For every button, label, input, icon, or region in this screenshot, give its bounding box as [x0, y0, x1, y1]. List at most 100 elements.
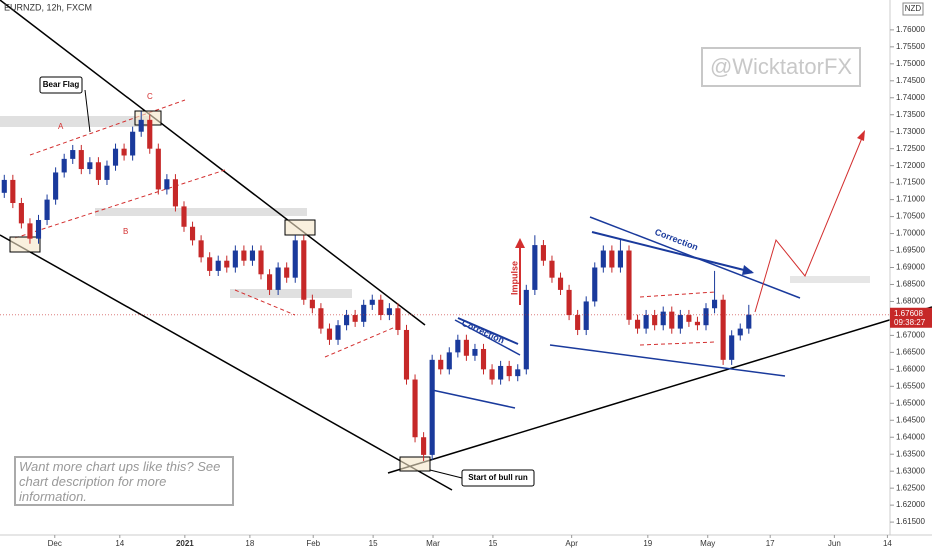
candle-body: [583, 301, 589, 330]
projection: [754, 137, 863, 313]
candle-body: [369, 299, 375, 305]
chart-title: EURNZD, 12h, FXCM: [4, 2, 92, 12]
y-tick-label: 1.73000: [896, 127, 925, 136]
candle-body: [515, 369, 521, 377]
candle-body: [335, 325, 341, 340]
channel: [639, 291, 716, 298]
candle-body: [489, 369, 495, 380]
x-tick-label: Apr: [565, 539, 578, 548]
box: [399, 456, 431, 472]
callout: [429, 469, 463, 479]
candle-body: [44, 199, 50, 220]
x-tick-label: 15: [369, 539, 378, 548]
candle-body: [634, 319, 641, 329]
candle-body: [412, 379, 418, 438]
y-tick-label: 1.62500: [896, 483, 925, 492]
candle-body: [70, 150, 76, 159]
arrow: [591, 231, 753, 273]
arrow: [457, 317, 519, 345]
y-tick-label: 1.72000: [896, 161, 925, 170]
candle-body: [95, 162, 101, 180]
candle-body: [643, 315, 649, 329]
y-tick-label: 1.64500: [896, 415, 925, 424]
candle-body: [155, 148, 161, 190]
candle-body: [472, 348, 478, 356]
channel: [29, 99, 186, 156]
y-tick-label: 1.74500: [896, 76, 925, 85]
correction-line: [454, 319, 521, 356]
y-tick-label: 1.61500: [896, 517, 925, 526]
y-tick-label: 1.75000: [896, 59, 925, 68]
candle-body: [677, 315, 683, 329]
candle-body: [301, 240, 307, 300]
candle-body: [361, 304, 367, 322]
y-tick-label: 1.63000: [896, 466, 925, 475]
last-time: 09:38:27: [894, 318, 926, 327]
candle-body: [480, 348, 487, 370]
candle-body: [712, 299, 718, 309]
candle-body: [267, 274, 273, 290]
y-tick-label: 1.68500: [896, 280, 925, 289]
candle-body: [549, 260, 555, 278]
y-tick-label: 1.62000: [896, 500, 925, 509]
currency-box: [902, 2, 924, 16]
candle-body: [523, 289, 529, 370]
candle-body: [147, 119, 153, 149]
x-tick-label: 18: [245, 539, 254, 548]
arrowhead: [515, 238, 525, 248]
candle-body: [189, 226, 196, 241]
candle-body: [686, 315, 692, 322]
y-tick-label: 1.73500: [896, 110, 925, 119]
trend-line: [0, 234, 453, 491]
candle-body: [138, 119, 144, 132]
note-box: [14, 456, 234, 506]
y-tick-label: 1.69000: [896, 263, 925, 272]
plot: [0, 111, 890, 461]
x-tick-label: 15: [488, 539, 497, 548]
candle-body: [746, 314, 752, 329]
candle-body: [378, 299, 384, 316]
annotation: Start of bull run: [468, 473, 528, 482]
candle-body: [566, 289, 572, 316]
label-box: [39, 76, 83, 94]
correction-line: [431, 389, 516, 409]
watermark: @WicktatorFX: [710, 54, 852, 79]
annotation: Impulse: [509, 261, 519, 295]
candle-body: [78, 150, 84, 170]
channel: [14, 169, 226, 239]
candle-body: [652, 315, 658, 326]
candle-body: [429, 359, 435, 455]
candle-body: [258, 250, 264, 275]
last-price: 1.67608: [894, 309, 923, 318]
candle-body: [506, 365, 512, 377]
annotation: Bear Flag: [43, 80, 80, 89]
y-tick-label: 1.74000: [896, 93, 925, 102]
zone: [790, 276, 870, 283]
y-tick-label: 1.76000: [896, 25, 925, 34]
candle-body: [35, 219, 42, 239]
candle-body: [232, 250, 238, 268]
x-tick-label: Mar: [426, 539, 440, 548]
channel: [639, 341, 716, 346]
candle-body: [112, 148, 119, 166]
x-tick-label: Dec: [48, 539, 62, 548]
zone: [230, 289, 352, 298]
y-tick-label: 1.71500: [896, 178, 925, 187]
callout: [84, 89, 91, 133]
annotation: B: [123, 227, 128, 236]
x-tick-label: Feb: [306, 539, 320, 548]
note-container: Want more chart ups like this? See chart…: [19, 459, 220, 504]
candle-body: [344, 315, 350, 326]
candle-body: [292, 240, 298, 278]
candle-body: [318, 308, 324, 329]
x-tick-label: May: [700, 539, 715, 548]
candle-body: [275, 267, 281, 290]
x-tick-label: 19: [643, 539, 652, 548]
candle-body: [121, 148, 127, 156]
arrowhead: [742, 265, 754, 275]
candle-body: [309, 299, 315, 309]
candle-body: [130, 131, 136, 156]
trend-line: [387, 306, 932, 474]
candle-body: [703, 308, 709, 326]
